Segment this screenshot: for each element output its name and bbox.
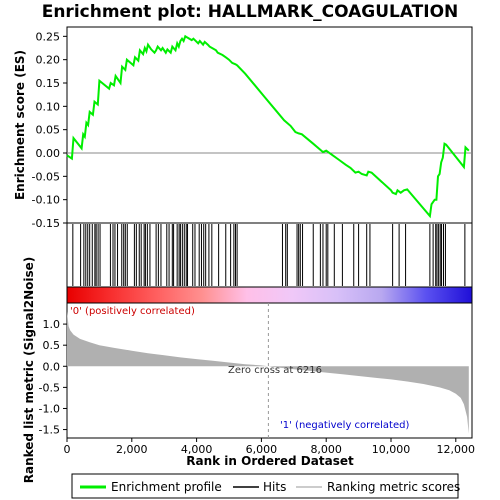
metric-y-tick-label: -0.5 <box>39 381 60 394</box>
y-axis-label-es: Enrichment score (ES) <box>13 50 27 200</box>
es-layer <box>66 34 472 219</box>
positive-correlation-label: '0' (positively correlated) <box>70 306 195 317</box>
es-curve-line <box>66 34 470 219</box>
es-y-tick-label: 0.05 <box>36 124 61 137</box>
legend-label-hits: Hits <box>263 480 286 494</box>
legend-box <box>71 473 459 499</box>
legend-label-ranking: Ranking metric scores <box>327 480 460 494</box>
metric-y-tick-label: -1.5 <box>39 424 60 437</box>
heat-layer <box>67 287 472 303</box>
hits-layer <box>72 224 466 286</box>
x-tick-label: 6,000 <box>246 443 278 456</box>
x-axis-label: Rank in Ordered Dataset <box>186 454 354 468</box>
es-y-tick-label: -0.10 <box>32 194 60 207</box>
x-tick-label: 12,000 <box>437 443 476 456</box>
es-y-tick-label: 0.25 <box>36 30 61 43</box>
metric-area <box>67 311 469 434</box>
metric-y-tick-label: 0.0 <box>43 360 61 373</box>
y-axis-label-metric: Ranked list metric (Signal2Noise) <box>22 257 36 484</box>
metric-y-tick-label: -1.0 <box>39 402 60 415</box>
x-tick-label: 10,000 <box>372 443 411 456</box>
es-y-tick-label: 0.10 <box>36 100 61 113</box>
metric-layer <box>67 303 469 438</box>
legend-label-enrichment: Enrichment profile <box>111 480 222 494</box>
negative-correlation-label: '1' (negatively correlated) <box>280 420 409 431</box>
metric-y-tick-label: 0.5 <box>43 339 61 352</box>
x-tick-label: 2,000 <box>116 443 148 456</box>
es-y-tick-label: 0.15 <box>36 77 61 90</box>
x-tick-label: 0 <box>64 443 71 456</box>
es-y-tick-label: -0.15 <box>32 217 60 230</box>
heat-bar <box>67 287 472 303</box>
x-tick-label: 8,000 <box>310 443 342 456</box>
zero-cross-label: Zero cross at 6216 <box>228 365 322 376</box>
es-y-tick-label: 0.00 <box>36 147 61 160</box>
x-tick-label: 4,000 <box>181 443 213 456</box>
axes-layer: -0.15-0.10-0.050.000.050.100.150.200.25-… <box>32 30 476 456</box>
metric-y-tick-label: 1.0 <box>43 318 61 331</box>
chart-title: Enrichment plot: HALLMARK_COAGULATION <box>42 2 459 22</box>
es-y-tick-label: 0.20 <box>36 54 61 67</box>
es-y-tick-label: -0.05 <box>32 170 60 183</box>
